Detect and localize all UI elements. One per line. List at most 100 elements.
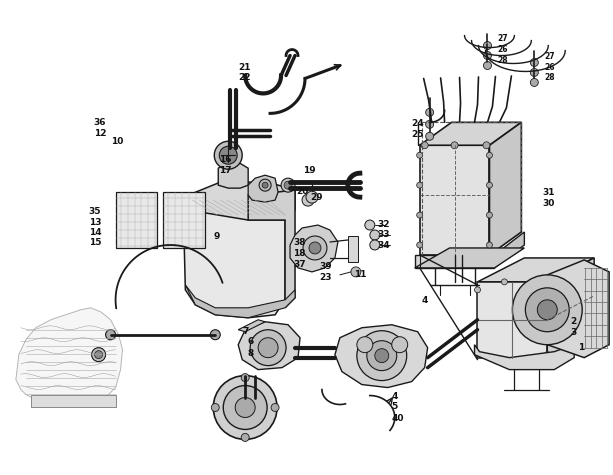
Circle shape bbox=[501, 279, 508, 285]
Circle shape bbox=[530, 58, 538, 66]
Polygon shape bbox=[478, 258, 594, 282]
Circle shape bbox=[241, 433, 249, 441]
Circle shape bbox=[487, 242, 492, 248]
Text: 29: 29 bbox=[310, 193, 322, 202]
Polygon shape bbox=[185, 285, 295, 318]
Circle shape bbox=[367, 341, 397, 370]
Circle shape bbox=[210, 330, 220, 340]
Text: 40: 40 bbox=[392, 415, 404, 424]
Text: 30: 30 bbox=[543, 199, 555, 208]
Circle shape bbox=[250, 330, 286, 366]
Circle shape bbox=[309, 242, 321, 254]
Polygon shape bbox=[248, 175, 278, 202]
Polygon shape bbox=[420, 145, 489, 255]
Text: 10: 10 bbox=[110, 137, 123, 146]
Circle shape bbox=[284, 181, 292, 189]
Circle shape bbox=[258, 338, 278, 358]
Text: 5: 5 bbox=[392, 401, 398, 410]
Circle shape bbox=[417, 212, 422, 218]
Text: 28: 28 bbox=[497, 56, 508, 65]
Text: 17: 17 bbox=[219, 166, 232, 175]
Text: 35: 35 bbox=[89, 207, 101, 216]
Text: 12: 12 bbox=[94, 129, 106, 138]
Text: 4: 4 bbox=[422, 296, 428, 305]
Text: 20: 20 bbox=[296, 187, 308, 196]
Polygon shape bbox=[248, 190, 295, 308]
Circle shape bbox=[544, 352, 550, 358]
Circle shape bbox=[281, 178, 295, 192]
Circle shape bbox=[306, 191, 318, 203]
Text: 39: 39 bbox=[319, 262, 332, 271]
Circle shape bbox=[474, 287, 481, 293]
Polygon shape bbox=[188, 182, 295, 220]
Text: 38: 38 bbox=[293, 238, 305, 247]
Polygon shape bbox=[238, 320, 265, 332]
Circle shape bbox=[417, 152, 422, 158]
Circle shape bbox=[421, 142, 428, 149]
Circle shape bbox=[370, 230, 380, 240]
Circle shape bbox=[262, 182, 268, 188]
Circle shape bbox=[91, 348, 105, 361]
Text: 25: 25 bbox=[412, 130, 424, 139]
Circle shape bbox=[417, 182, 422, 188]
Text: 4: 4 bbox=[392, 391, 398, 400]
Text: 26: 26 bbox=[544, 63, 555, 72]
Bar bbox=[348, 236, 358, 262]
Polygon shape bbox=[183, 195, 285, 318]
Polygon shape bbox=[335, 325, 428, 388]
Circle shape bbox=[538, 300, 557, 320]
Text: 2: 2 bbox=[570, 317, 576, 326]
Circle shape bbox=[357, 337, 373, 352]
Text: 36: 36 bbox=[94, 118, 106, 127]
Text: 22: 22 bbox=[238, 74, 251, 83]
Polygon shape bbox=[238, 322, 300, 370]
Circle shape bbox=[484, 52, 492, 59]
Circle shape bbox=[483, 142, 490, 149]
Circle shape bbox=[370, 240, 380, 250]
Text: 15: 15 bbox=[89, 238, 101, 247]
Circle shape bbox=[215, 141, 242, 169]
Circle shape bbox=[392, 337, 408, 352]
Circle shape bbox=[484, 62, 492, 69]
Text: 32: 32 bbox=[378, 220, 390, 229]
Polygon shape bbox=[218, 162, 248, 188]
Text: 27: 27 bbox=[497, 34, 508, 43]
Polygon shape bbox=[414, 255, 495, 268]
Text: 28: 28 bbox=[544, 74, 555, 83]
Circle shape bbox=[241, 374, 249, 381]
Text: 9: 9 bbox=[213, 232, 219, 241]
Polygon shape bbox=[547, 258, 594, 358]
Circle shape bbox=[425, 133, 433, 140]
Circle shape bbox=[530, 78, 538, 86]
Bar bbox=[31, 395, 116, 407]
Circle shape bbox=[259, 179, 271, 191]
Circle shape bbox=[544, 292, 550, 298]
Text: 7: 7 bbox=[242, 327, 248, 336]
Circle shape bbox=[531, 279, 538, 285]
Circle shape bbox=[484, 42, 492, 49]
Circle shape bbox=[487, 182, 492, 188]
Circle shape bbox=[235, 398, 255, 418]
Circle shape bbox=[351, 267, 361, 277]
Polygon shape bbox=[489, 123, 522, 255]
Circle shape bbox=[487, 152, 492, 158]
Text: 34: 34 bbox=[378, 241, 390, 250]
Polygon shape bbox=[478, 282, 547, 358]
Polygon shape bbox=[290, 225, 338, 272]
Circle shape bbox=[544, 327, 550, 332]
Text: 8: 8 bbox=[247, 349, 253, 358]
Text: 23: 23 bbox=[319, 273, 332, 282]
Circle shape bbox=[94, 351, 102, 359]
Circle shape bbox=[271, 404, 279, 411]
Text: 13: 13 bbox=[89, 218, 101, 227]
Text: 16: 16 bbox=[219, 155, 232, 164]
Text: 6: 6 bbox=[247, 337, 253, 346]
Polygon shape bbox=[414, 248, 524, 268]
Bar bbox=[116, 192, 158, 248]
Circle shape bbox=[302, 194, 314, 206]
Text: 31: 31 bbox=[543, 188, 555, 197]
Text: 33: 33 bbox=[378, 230, 390, 239]
Text: 27: 27 bbox=[544, 52, 555, 60]
Text: 18: 18 bbox=[293, 249, 305, 258]
Text: 26: 26 bbox=[497, 45, 508, 54]
